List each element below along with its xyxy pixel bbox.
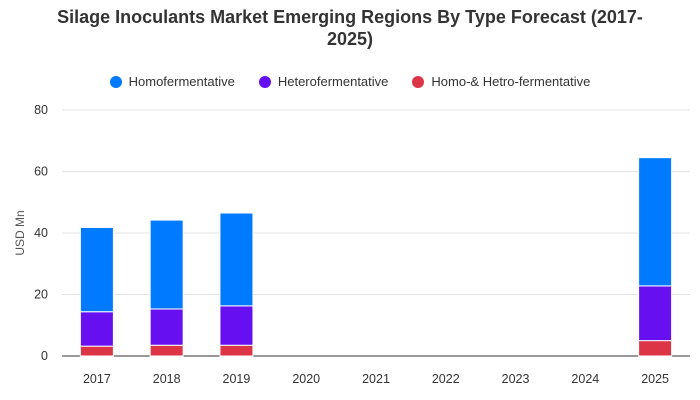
- y-tick-label-1: 20: [34, 288, 48, 302]
- bar-2025-series-2[interactable]: [638, 157, 673, 287]
- x-tick-label-2018: 2018: [153, 372, 181, 386]
- bar-2019-series-1[interactable]: [219, 305, 254, 346]
- bar-2018-series-2[interactable]: [149, 219, 184, 310]
- y-tick-label-0: 0: [41, 349, 48, 363]
- x-tick-label-2021: 2021: [362, 372, 390, 386]
- legend-item-0[interactable]: Homofermentative: [109, 74, 235, 89]
- legend-swatch-0: [109, 75, 122, 88]
- bar-2025-series-0[interactable]: [638, 340, 673, 357]
- x-tick-label-2023: 2023: [502, 372, 530, 386]
- legend-label-0: Homofermentative: [128, 74, 235, 89]
- chart-legend: Homofermentative Heterofermentative Homo-&…: [0, 74, 700, 89]
- legend-label-2: Homo-& Hetro-fermentative: [431, 74, 591, 89]
- legend-label-1: Heterofermentative: [277, 74, 389, 89]
- chart-title: Silage Inoculants Market Emerging Region…: [0, 6, 700, 50]
- legend-item-2[interactable]: Homo-& Hetro-fermentative: [412, 74, 590, 89]
- bar-2019-series-2[interactable]: [219, 212, 254, 307]
- legend-swatch-2: [412, 75, 425, 88]
- x-tick-label-2020: 2020: [292, 372, 320, 386]
- y-tick-label-2: 40: [34, 226, 48, 240]
- x-tick-label-2025: 2025: [641, 372, 669, 386]
- chart-title-line-2: 2025): [326, 29, 374, 49]
- x-tick-label-2022: 2022: [432, 372, 460, 386]
- x-tick-label-2017: 2017: [83, 372, 111, 386]
- bar-2019-series-0[interactable]: [219, 344, 254, 357]
- chart-title-line-1: Silage Inoculants Market Emerging Region…: [57, 7, 643, 27]
- bar-2017-series-1[interactable]: [79, 311, 114, 347]
- bar-2018-series-0[interactable]: [149, 344, 184, 357]
- y-tick-label-4: 80: [34, 103, 48, 117]
- legend-item-1[interactable]: Heterofermentative: [258, 74, 389, 89]
- legend-swatch-1: [258, 75, 271, 88]
- bar-2017-series-2[interactable]: [79, 226, 114, 313]
- bar-2017-series-0[interactable]: [79, 345, 114, 357]
- y-axis-label: USD Mn: [13, 210, 27, 255]
- bar-2018-series-1[interactable]: [149, 308, 184, 346]
- bar-2025-series-1[interactable]: [638, 285, 673, 342]
- y-tick-label-3: 60: [34, 165, 48, 179]
- x-tick-label-2024: 2024: [571, 372, 599, 386]
- x-tick-label-2019: 2019: [223, 372, 251, 386]
